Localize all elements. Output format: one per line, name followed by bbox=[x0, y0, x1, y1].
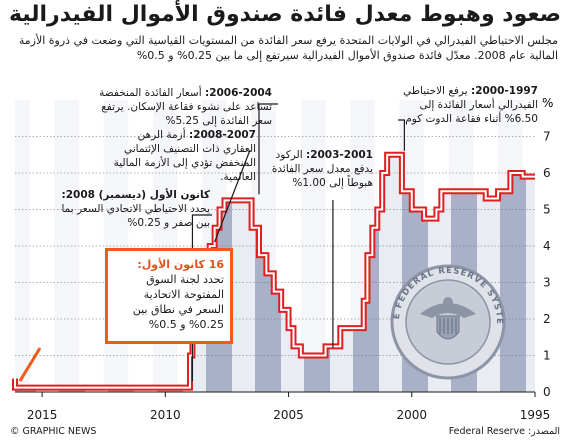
rate-decision-callout: 16 كانون الأول: تحدد لجنة السوق المفتوحة… bbox=[105, 248, 233, 344]
callout-text: تحدد لجنة السوق المفتوحة الاتحادية السعر… bbox=[132, 273, 224, 331]
annotation-2007: 2008-2007: أزمة الرهن العقاري ذات التصني… bbox=[110, 128, 256, 184]
annotation-leader bbox=[214, 149, 251, 243]
x-tick-label: 2015 bbox=[27, 408, 58, 422]
annotation-2001: 2003-2001: الركود يدفع معدل سعر الفائدة … bbox=[265, 148, 373, 190]
x-tick-label: 2000 bbox=[397, 408, 428, 422]
annotation-2008: كانون الأول (ديسمبر) 2008: يحدد الاحتياط… bbox=[60, 188, 210, 230]
y-tick-label: 4 bbox=[543, 239, 551, 253]
annotation-2001-text: الركود يدفع معدل سعر الفائدة هبوطاً إلى … bbox=[271, 149, 373, 189]
annotation-1997: 2000-1997: يرفع الاحتياطي الفيدرالي أسعا… bbox=[398, 84, 538, 126]
annotation-2004-text: أسعار الفائدة المنخفضة تساعد على نشوء فق… bbox=[99, 87, 272, 127]
x-tick-label: 2005 bbox=[273, 408, 304, 422]
y-tick-label: 6 bbox=[543, 166, 551, 180]
annotation-2008-date: كانون الأول (ديسمبر) 2008: bbox=[61, 189, 210, 201]
y-tick-label: 5 bbox=[543, 203, 551, 217]
y-tick-label: 2 bbox=[543, 312, 551, 326]
page-subtitle: مجلس الاحتياطي الفيدرالي في الولايات الم… bbox=[18, 34, 558, 62]
annotation-2008-text: يحدد الاحتياطي الاتحادي السعر بما بين صف… bbox=[61, 203, 210, 229]
x-axis: 2015 2010 2005 2000 1995 bbox=[27, 392, 550, 422]
y-axis-unit: % bbox=[542, 96, 553, 110]
x-tick-label: 1995 bbox=[520, 408, 551, 422]
annotation-1997-date: 2000-1997: bbox=[470, 85, 538, 97]
callout-date: 16 كانون الأول: bbox=[137, 258, 224, 271]
x-tick-label: 2010 bbox=[150, 408, 181, 422]
annotation-leader bbox=[398, 119, 405, 151]
annotation-1997-text: يرفع الاحتياطي الفيدرالي أسعار الفائدة إ… bbox=[402, 85, 538, 125]
y-tick-label: 1 bbox=[543, 349, 551, 363]
annotation-2007-text: أزمة الرهن العقاري ذات التصنيف الإئتماني… bbox=[113, 129, 256, 183]
seal-wings bbox=[420, 303, 476, 318]
callout-pointer bbox=[18, 347, 42, 382]
y-tick-label: 7 bbox=[543, 130, 551, 144]
annotation-2001-date: 2003-2001: bbox=[305, 149, 373, 161]
annotation-2004: 2006-2004: أسعار الفائدة المنخفضة تساعد … bbox=[82, 86, 272, 128]
seal-eagle-head bbox=[443, 297, 453, 307]
y-tick-label: 0 bbox=[543, 385, 551, 399]
annotation-leader bbox=[258, 103, 278, 195]
page-title: صعود وهبوط معدل فائدة صندوق الأموال الفي… bbox=[8, 2, 562, 27]
y-axis: % 0 1 2 3 4 5 6 7 bbox=[542, 96, 553, 399]
credit-label: © GRAPHIC NEWS bbox=[10, 426, 97, 437]
annotation-2007-date: 2008-2007: bbox=[188, 129, 256, 141]
y-tick-label: 3 bbox=[543, 276, 551, 290]
source-label: المصدر: Federal Reserve bbox=[448, 426, 560, 437]
annotation-2004-date: 2006-2004: bbox=[204, 87, 272, 99]
